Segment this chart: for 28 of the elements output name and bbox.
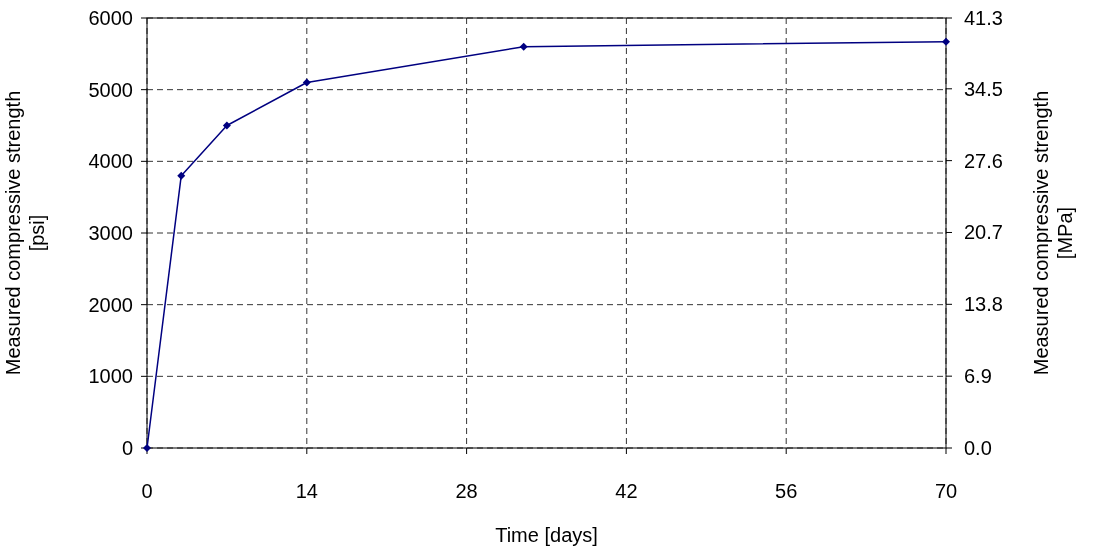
- point: [519, 42, 528, 51]
- y2-tick-label: 0.0: [964, 437, 992, 459]
- y2-tick-label: 27.6: [964, 149, 1003, 172]
- y-tick-label: 5000: [88, 78, 133, 101]
- x-tick-label: 0: [141, 480, 153, 502]
- y2-tick-label: 20.7: [964, 221, 1003, 244]
- y2-tick-label: 13.8: [964, 293, 1003, 316]
- x-tick-label: 56: [775, 480, 798, 502]
- x-tick-label: 70: [934, 480, 958, 502]
- y-tick-label: 2000: [88, 293, 133, 316]
- y2-axis-title: Measured compressive strength [MPa]: [1030, 90, 1076, 376]
- point: [302, 78, 311, 87]
- y2-tick-label: 6.9: [964, 365, 992, 388]
- y2-tick-label: 34.5: [964, 77, 1003, 100]
- y-tick-label: 0: [121, 437, 133, 459]
- x-tick-label: 42: [615, 480, 638, 502]
- y-tick-label: 1000: [88, 365, 133, 388]
- y-tick-label: 3000: [88, 222, 133, 244]
- x-tick-label: 14: [295, 480, 318, 502]
- x-axis-title: Time [days]: [495, 524, 598, 546]
- y-axis-title: Measured compressive strength [psi]: [2, 90, 48, 376]
- y-tick-label: 4000: [88, 150, 133, 173]
- point: [222, 121, 231, 130]
- x-tick-label: 28: [455, 480, 478, 502]
- point: [942, 37, 950, 46]
- y-tick-label: 6000: [88, 7, 133, 29]
- y2-tick-label: 41.3: [964, 7, 1003, 29]
- point: [177, 171, 186, 180]
